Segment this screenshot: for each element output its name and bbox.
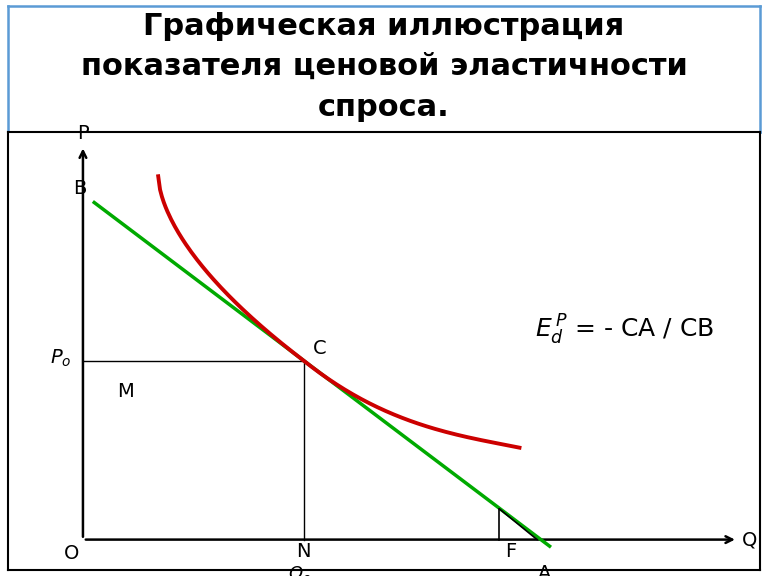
Text: A: A <box>538 564 551 576</box>
Text: $Q_o$: $Q_o$ <box>288 564 312 576</box>
Text: $P_o$: $P_o$ <box>50 348 71 369</box>
Text: M: M <box>117 382 134 401</box>
Text: C: C <box>313 339 326 358</box>
Text: Q: Q <box>741 530 757 549</box>
Text: B: B <box>73 179 87 198</box>
Text: F: F <box>505 542 517 561</box>
Text: Графическая иллюстрация
показателя ценовой эластичности
спроса.: Графическая иллюстрация показателя ценов… <box>81 12 687 122</box>
Text: $E_d^{\,P}$ = - CA / CB: $E_d^{\,P}$ = - CA / CB <box>535 312 713 347</box>
Text: P: P <box>77 124 89 143</box>
Text: N: N <box>296 542 311 561</box>
Text: O: O <box>64 544 79 563</box>
